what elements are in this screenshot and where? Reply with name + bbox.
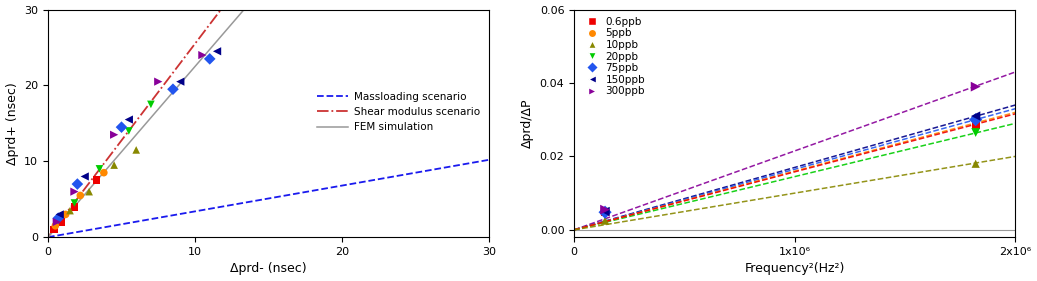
Point (968, 130, 984, 135)
Massloading scenario (414, 170, 426, 174)
Point (596, 210, 613, 214)
Line: Shear modulus scenario: Shear modulus scenario (48, 0, 489, 237)
FEM simulation (41, 235, 54, 239)
Point (81, 189, 97, 194)
Massloading scenario (303, 190, 315, 193)
Point (968, 123, 984, 128)
Massloading scenario (442, 165, 454, 169)
Point (128, 148, 144, 152)
Point (49, 220, 65, 224)
Line: Massloading scenario: Massloading scenario (48, 160, 489, 237)
Point (77, 174, 93, 179)
X-axis label: Δprd- (nsec): Δprd- (nsec) (230, 262, 307, 275)
Point (46, 227, 62, 232)
Point (53, 220, 69, 224)
Shear modulus scenario (41, 235, 54, 239)
Y-axis label: Δprd+ (nsec): Δprd+ (nsec) (5, 82, 19, 165)
Massloading scenario (44, 235, 56, 239)
Point (165, 87, 181, 92)
Legend: 0.6ppb, 5ppb, 10ppb, 20ppb, 75ppb, 150ppb, 300ppb: 0.6ppb, 5ppb, 10ppb, 20ppb, 75ppb, 150pp… (578, 13, 649, 100)
Point (596, 210, 613, 214)
Point (120, 129, 137, 133)
Point (66, 205, 83, 209)
Massloading scenario (483, 158, 496, 162)
Point (106, 133, 122, 137)
Legend: Massloading scenario, Shear modulus scenario, FEM simulation: Massloading scenario, Shear modulus scen… (313, 88, 484, 136)
Point (52, 212, 68, 217)
Point (596, 207, 613, 212)
Massloading scenario (312, 188, 325, 191)
Point (143, 102, 160, 107)
FEM simulation (44, 234, 56, 237)
Shear modulus scenario (44, 234, 56, 237)
Point (596, 210, 613, 214)
Point (66, 189, 83, 194)
Point (201, 57, 218, 61)
Point (596, 218, 613, 223)
Line: FEM simulation: FEM simulation (48, 0, 489, 237)
Point (968, 114, 984, 118)
Point (91, 167, 108, 171)
Point (50, 216, 66, 221)
Point (208, 49, 225, 54)
Point (968, 117, 984, 122)
Point (95, 171, 112, 175)
Point (47, 224, 63, 228)
Point (968, 84, 984, 89)
Massloading scenario (305, 189, 317, 193)
Point (968, 162, 984, 166)
Massloading scenario (41, 235, 54, 239)
Point (968, 117, 984, 122)
Point (194, 53, 211, 57)
Point (113, 125, 130, 130)
Point (150, 80, 167, 84)
Point (69, 182, 86, 186)
Point (106, 163, 122, 167)
Point (62, 209, 79, 213)
Point (72, 193, 88, 198)
X-axis label: Frequency²(Hz²): Frequency²(Hz²) (745, 262, 845, 275)
Point (596, 210, 613, 214)
Point (596, 209, 613, 214)
Point (88, 178, 105, 183)
Y-axis label: Δprd/ΔP: Δprd/ΔP (522, 99, 534, 148)
Point (57, 212, 74, 217)
Point (172, 80, 189, 84)
Point (120, 117, 137, 122)
Point (66, 201, 83, 205)
